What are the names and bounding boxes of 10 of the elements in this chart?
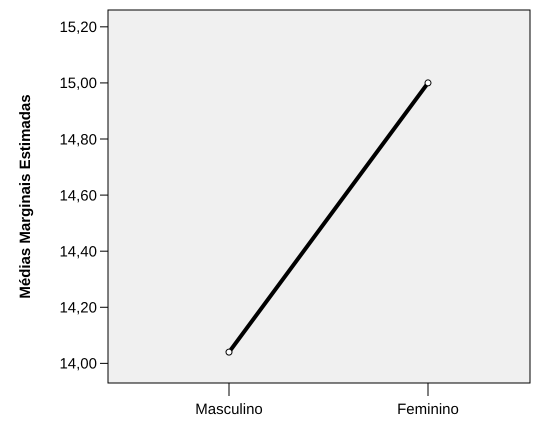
x-tick-label: Feminino	[397, 401, 459, 418]
y-tick-label: 15,00	[59, 75, 97, 92]
x-tick-label: Masculino	[195, 401, 263, 418]
y-tick-label: 14,00	[59, 356, 97, 373]
y-tick-label: 14,60	[59, 187, 97, 204]
y-axis-title: Médias Marginais Estimadas	[17, 94, 34, 299]
y-tick-label: 15,20	[59, 19, 97, 36]
y-tick-label: 14,20	[59, 300, 97, 317]
y-tick-label: 14,40	[59, 243, 97, 260]
y-tick-label: 14,80	[59, 131, 97, 148]
